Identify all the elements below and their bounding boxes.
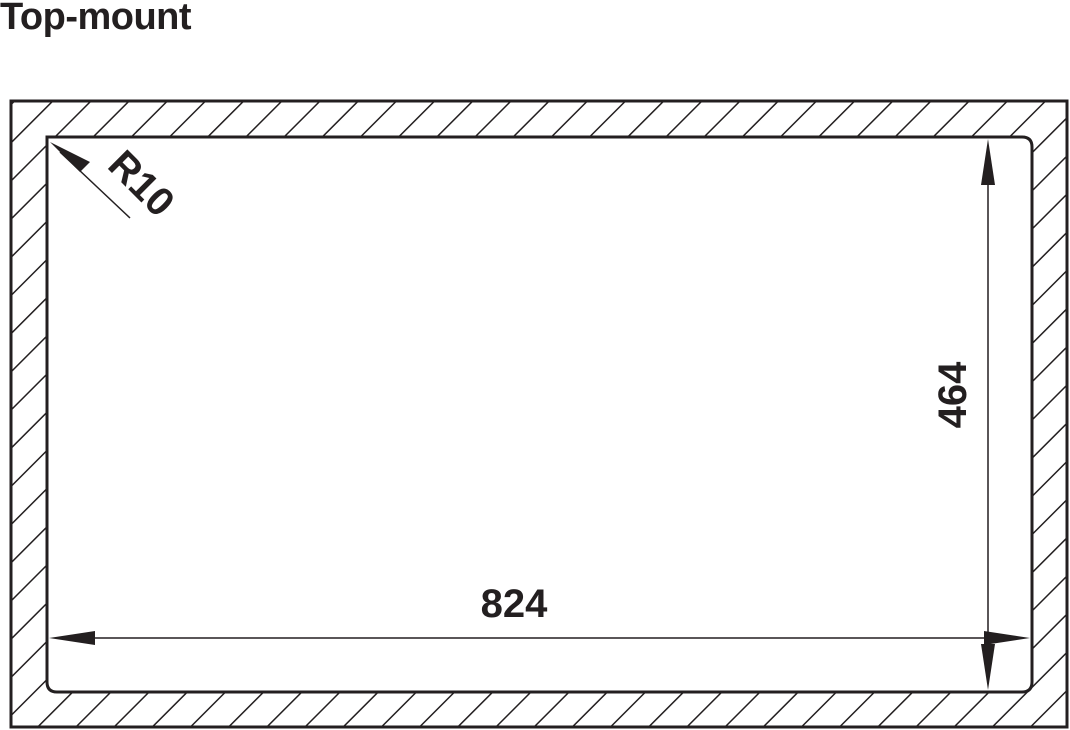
height-dimension-line [981, 139, 995, 690]
width-dimension-line [49, 631, 1030, 645]
height-label: 464 [931, 361, 975, 428]
drawing-title: Top-mount [0, 0, 192, 38]
cutout-opening [45, 135, 1034, 694]
width-label: 824 [481, 582, 548, 626]
radius-leader-arrow [50, 142, 131, 219]
